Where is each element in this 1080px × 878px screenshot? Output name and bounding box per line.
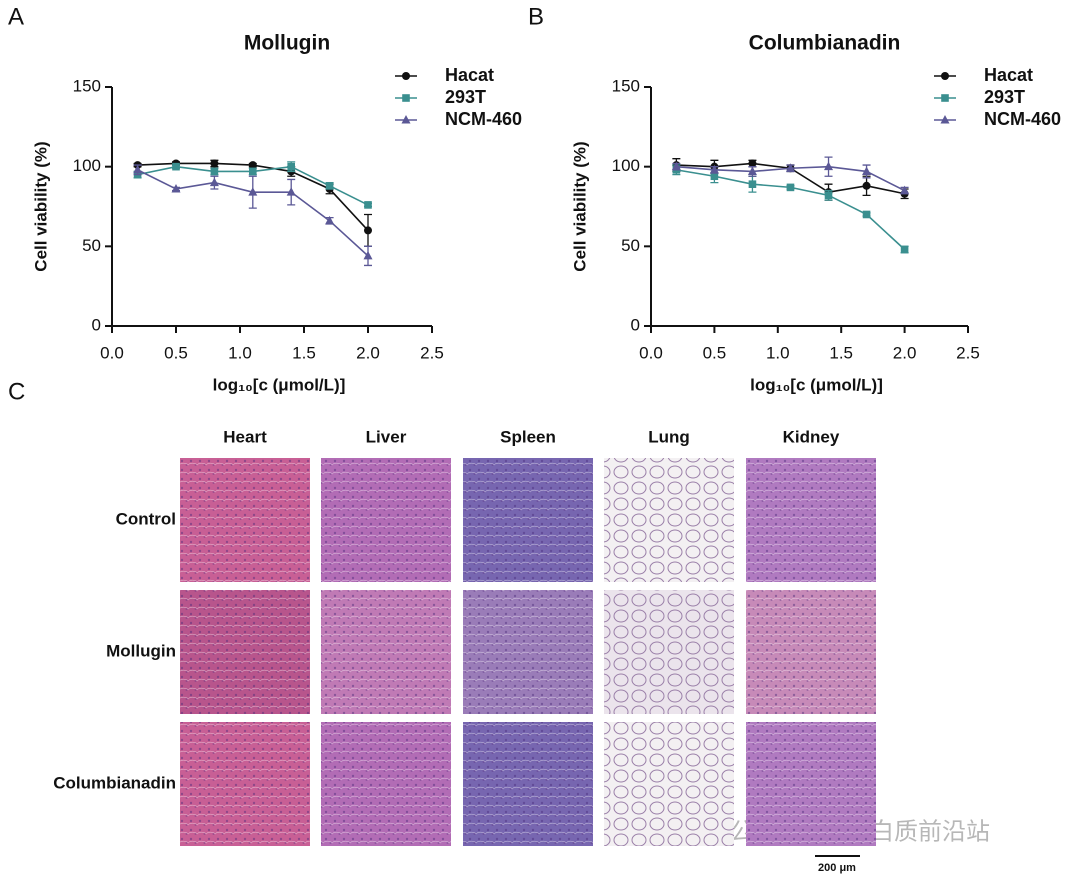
marker [748, 159, 757, 168]
y-axis-label: Cell viability (%) [570, 141, 589, 271]
marker [402, 72, 410, 80]
marker [862, 210, 871, 219]
tissue-texture [180, 458, 310, 582]
row-label: Columbianadin [53, 773, 176, 792]
marker [824, 161, 834, 171]
x-tick-label: 1.0 [228, 343, 252, 362]
legend-label: 293T [445, 87, 486, 107]
column-label: Spleen [500, 427, 556, 446]
marker [941, 72, 949, 80]
column-label: Kidney [783, 427, 840, 446]
tissue-texture [180, 722, 310, 846]
y-tick-label: 100 [612, 156, 640, 175]
chart-title: Mollugin [244, 32, 330, 55]
marker [325, 181, 334, 190]
marker [710, 172, 719, 181]
series-line [676, 169, 906, 251]
tissue-texture [604, 590, 734, 714]
tissue-texture [463, 722, 593, 846]
tissue-texture [604, 722, 734, 846]
x-tick-label: 2.0 [356, 343, 380, 362]
marker [401, 115, 411, 124]
marker [210, 167, 219, 176]
marker [709, 164, 719, 174]
y-axis-label: Cell viability (%) [31, 141, 50, 271]
marker [900, 185, 910, 195]
panel-label: C [8, 378, 25, 405]
row-label: Mollugin [106, 641, 176, 660]
marker [210, 159, 219, 168]
x-axis-label: log₁₀[c (μmol/L)] [213, 375, 346, 394]
marker [748, 180, 757, 188]
marker [172, 162, 180, 171]
marker [824, 191, 833, 200]
marker [364, 226, 372, 235]
marker [287, 162, 295, 171]
y-tick-label: 0 [92, 315, 101, 334]
marker [940, 115, 950, 124]
tissue-texture [321, 458, 451, 582]
tissue-texture [180, 590, 310, 714]
y-tick-label: 150 [73, 76, 101, 95]
marker [133, 164, 143, 174]
marker [900, 245, 909, 254]
y-tick-label: 100 [73, 156, 101, 175]
x-tick-label: 0.0 [639, 343, 663, 362]
legend-label: Hacat [984, 65, 1033, 85]
x-tick-label: 0.0 [100, 343, 124, 362]
tissue-texture [463, 458, 593, 582]
marker [402, 94, 410, 102]
legend-label: NCM-460 [445, 109, 522, 129]
tissue-texture [746, 722, 876, 846]
y-tick-label: 0 [631, 315, 640, 334]
x-tick-label: 1.5 [829, 343, 853, 362]
y-tick-label: 50 [82, 236, 101, 255]
marker [786, 183, 795, 192]
row-label: Control [116, 509, 176, 528]
marker [747, 166, 757, 175]
marker [364, 201, 372, 209]
tissue-texture [604, 458, 734, 582]
chart-title: Columbianadin [749, 32, 901, 55]
x-axis-label: log₁₀[c (μmol/L)] [750, 375, 883, 394]
panel-label: B [528, 3, 544, 30]
tissue-texture [321, 722, 451, 846]
marker [248, 187, 258, 196]
legend-label: Hacat [445, 65, 494, 85]
marker [671, 161, 681, 171]
y-tick-label: 50 [621, 236, 640, 255]
marker [941, 94, 949, 102]
marker [785, 163, 795, 172]
legend-label: 293T [984, 87, 1025, 107]
x-tick-label: 1.5 [292, 343, 316, 362]
marker [209, 177, 219, 187]
panel-label: A [8, 3, 24, 30]
x-tick-label: 2.5 [956, 343, 980, 362]
marker [248, 161, 257, 170]
tissue-texture [463, 590, 593, 714]
marker [862, 166, 872, 175]
marker [325, 215, 335, 225]
marker [363, 250, 373, 260]
marker [862, 181, 871, 190]
x-tick-label: 0.5 [164, 343, 188, 362]
y-tick-label: 150 [612, 76, 640, 95]
legend-label: NCM-460 [984, 109, 1061, 129]
x-tick-label: 2.5 [420, 343, 444, 362]
tissue-texture [746, 458, 876, 582]
marker [249, 167, 257, 176]
x-tick-label: 1.0 [766, 343, 790, 362]
x-tick-label: 0.5 [703, 343, 727, 362]
column-label: Liver [366, 427, 407, 446]
scale-bar-label: 200 μm [818, 862, 856, 874]
tissue-texture [746, 590, 876, 714]
tissue-texture [321, 590, 451, 714]
marker [286, 187, 296, 196]
column-label: Lung [648, 427, 690, 446]
column-label: Heart [223, 427, 267, 446]
marker [171, 183, 181, 193]
x-tick-label: 2.0 [893, 343, 917, 362]
